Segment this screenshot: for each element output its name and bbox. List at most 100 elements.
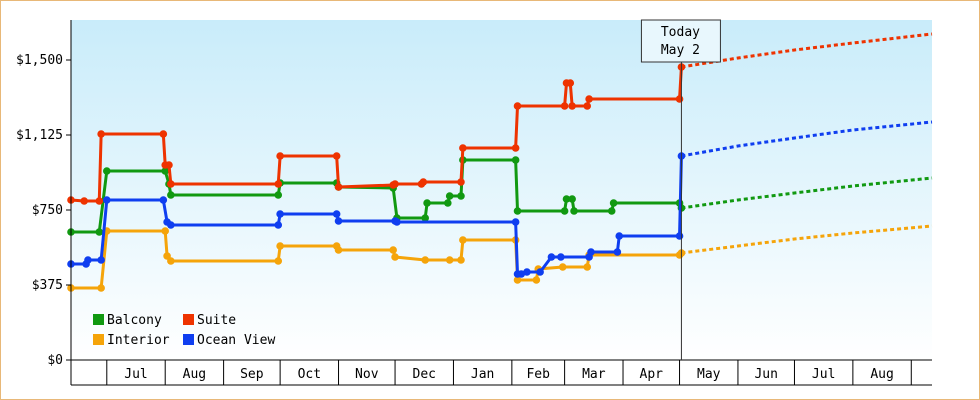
data-point (511, 156, 520, 164)
x-tick-label: Aug (183, 367, 206, 382)
data-point (276, 152, 284, 160)
forecast-line (681, 224, 933, 255)
legend-swatch (183, 334, 194, 345)
y-tick-label: $375 (32, 278, 63, 293)
series-suite (67, 32, 933, 205)
data-point (419, 178, 428, 186)
data-point (97, 130, 105, 138)
y-tick-label: $1,500 (16, 53, 63, 68)
data-point (560, 207, 569, 215)
x-tick-label: Apr (640, 367, 664, 382)
axes: $0 $375 $750 $1,125 $1,500 Jul Aug Sep Oct Nov Dec… (16, 20, 932, 386)
data-point (445, 192, 454, 200)
data-point (513, 276, 522, 284)
data-point (391, 180, 399, 188)
data-point (613, 248, 622, 256)
data-point (511, 144, 520, 152)
data-point (334, 246, 343, 254)
data-point (566, 79, 575, 87)
legend-swatch (183, 314, 194, 325)
x-tick-label: Oct (298, 367, 321, 382)
series-layer (67, 32, 933, 292)
data-point (274, 257, 283, 265)
data-point (423, 199, 431, 207)
data-point (511, 218, 520, 226)
data-point (159, 196, 168, 204)
x-tick-label: Jan (471, 367, 494, 382)
today-marker: Today May 2 (640, 19, 721, 360)
x-tick-label: May (697, 367, 721, 382)
data-point (80, 197, 88, 205)
x-tick-label: Dec (413, 367, 436, 382)
legend-swatch (93, 334, 104, 345)
x-tick-label: Jul (812, 367, 835, 382)
data-point (84, 256, 92, 264)
series-line (71, 158, 683, 234)
data-point (161, 167, 170, 175)
data-point (334, 217, 343, 225)
data-point (274, 180, 283, 188)
data-point (583, 263, 592, 271)
legend-entry: Interior (107, 333, 170, 348)
x-tick-label: Feb (526, 367, 550, 382)
data-point (570, 207, 578, 215)
data-point (167, 221, 175, 229)
data-point (675, 232, 684, 240)
legend: Balcony Suite Interior Ocean View (93, 313, 275, 348)
x-tick-label: Jun (754, 367, 777, 382)
series-ocean-view (67, 120, 933, 278)
data-point (457, 178, 465, 186)
data-point (97, 284, 105, 292)
data-point (274, 221, 283, 229)
data-point (95, 197, 104, 205)
data-point (274, 191, 283, 199)
data-point (421, 256, 429, 264)
today-date: May 2 (661, 43, 700, 58)
legend-swatch (93, 314, 104, 325)
data-point (607, 207, 616, 215)
x-tick-label: Mar (582, 367, 606, 382)
x-tick-label: Aug (870, 367, 893, 382)
data-point (536, 268, 544, 276)
data-point (389, 246, 397, 254)
data-point (444, 199, 452, 207)
y-tick-label: $750 (32, 203, 63, 218)
series-line (70, 66, 683, 203)
data-point (102, 196, 111, 204)
legend-entry: Suite (197, 313, 236, 328)
data-point (167, 257, 175, 265)
data-point (547, 253, 556, 261)
data-point (391, 253, 399, 261)
data-point (609, 199, 618, 207)
x-tick-label: Sep (240, 367, 264, 382)
data-point (513, 102, 522, 110)
x-tick-label: Nov (355, 367, 379, 382)
forecast-line (681, 176, 933, 210)
legend-entry: Ocean View (197, 333, 275, 348)
legend-entry: Balcony (107, 313, 162, 328)
plot-area (71, 20, 932, 360)
data-point (583, 102, 592, 110)
data-point (523, 268, 531, 276)
data-point (557, 253, 565, 261)
forecast-line (681, 120, 933, 158)
data-point (459, 236, 467, 244)
data-point (560, 102, 569, 110)
data-point (568, 195, 576, 203)
data-point (334, 183, 343, 191)
data-point (332, 152, 341, 160)
data-point (102, 167, 111, 175)
data-point (332, 210, 341, 218)
data-point (532, 276, 541, 284)
x-tick-label: Jul (124, 367, 147, 382)
data-point (97, 256, 105, 264)
data-point (95, 228, 104, 236)
y-tick-label: $1,125 (16, 128, 63, 143)
data-point (393, 218, 401, 226)
data-point (558, 263, 567, 271)
data-point (159, 130, 168, 138)
today-label: Today (661, 25, 700, 40)
data-point (513, 207, 522, 215)
data-point (587, 248, 595, 256)
